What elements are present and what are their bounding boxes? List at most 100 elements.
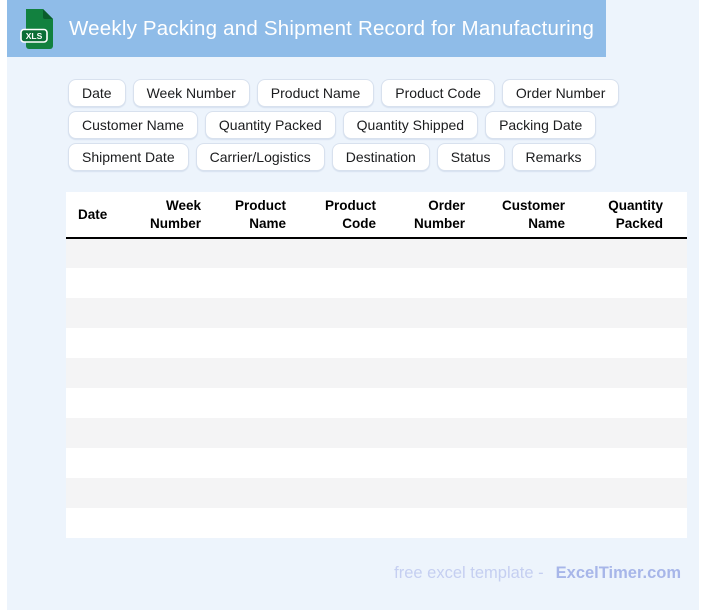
table-cell (126, 298, 211, 328)
chip-row-3: Shipment Date Carrier/Logistics Destinat… (68, 143, 619, 171)
table-cell (66, 418, 126, 448)
table-cell (66, 328, 126, 358)
table-row (66, 418, 687, 448)
table-row (66, 238, 687, 268)
table-cell (211, 508, 296, 538)
xls-file-icon: XLS (20, 8, 53, 49)
table-cell (66, 478, 126, 508)
table-cell (296, 448, 386, 478)
table-row (66, 448, 687, 478)
table-row (66, 478, 687, 508)
table-cell (66, 388, 126, 418)
table-cell (126, 238, 211, 268)
field-chip-status[interactable]: Status (436, 143, 505, 171)
field-chip-packing-date[interactable]: Packing Date (485, 111, 597, 139)
table-cell (386, 238, 475, 268)
table-cell (126, 358, 211, 388)
page-title: Weekly Packing and Shipment Record for M… (69, 16, 595, 40)
table-cell (296, 268, 386, 298)
footer-text: free excel template - (394, 564, 544, 582)
table-cell (296, 238, 386, 268)
table-cell (475, 298, 575, 328)
chip-row-2: Customer Name Quantity Packed Quantity S… (68, 111, 619, 139)
table-cell (296, 358, 386, 388)
field-chip-remarks[interactable]: Remarks (511, 143, 596, 171)
table-cell (211, 268, 296, 298)
table-cell (386, 418, 475, 448)
table-cell (126, 508, 211, 538)
table-cell (575, 298, 687, 328)
table-cell (475, 418, 575, 448)
table-cell (126, 478, 211, 508)
table-cell (475, 448, 575, 478)
table-cell (575, 268, 687, 298)
table-body (66, 238, 687, 538)
field-chip-product-name[interactable]: Product Name (256, 79, 375, 107)
field-chip-date[interactable]: Date (68, 79, 126, 107)
table-cell (296, 328, 386, 358)
table-row (66, 388, 687, 418)
table-cell (386, 298, 475, 328)
chip-row-1: Date Week Number Product Name Product Co… (68, 79, 620, 107)
table-cell (126, 328, 211, 358)
table-cell (386, 268, 475, 298)
table-cell (386, 328, 475, 358)
table-row (66, 328, 687, 358)
table-cell (575, 448, 687, 478)
table-cell (575, 388, 687, 418)
field-chip-shipment-date[interactable]: Shipment Date (68, 143, 189, 171)
field-chip-carrier-logistics[interactable]: Carrier/Logistics (195, 143, 325, 171)
table-cell (386, 388, 475, 418)
table-cell (211, 238, 296, 268)
column-header-week-number: Week Number (126, 192, 211, 239)
field-chip-product-code[interactable]: Product Code (381, 79, 495, 107)
table-cell (386, 358, 475, 388)
table-cell (296, 508, 386, 538)
record-table: Date Week Number Product Name Product Co… (66, 192, 687, 538)
footer-credit: free excel template - ExcelTimer.com (394, 564, 681, 583)
table-cell (296, 478, 386, 508)
table-cell (575, 358, 687, 388)
table-cell (386, 448, 475, 478)
footer-brand-link[interactable]: ExcelTimer.com (555, 564, 681, 582)
table-cell (211, 448, 296, 478)
table-cell (211, 298, 296, 328)
table-cell (475, 328, 575, 358)
table-cell (475, 388, 575, 418)
table-cell (66, 298, 126, 328)
field-chip-destination[interactable]: Destination (331, 143, 430, 171)
field-chip-group: Date Week Number Product Name Product Co… (68, 79, 620, 171)
table-row (66, 298, 687, 328)
table-cell (211, 418, 296, 448)
table-cell (66, 238, 126, 268)
column-header-product-code: Product Code (296, 192, 386, 239)
table-cell (126, 388, 211, 418)
field-chip-order-number[interactable]: Order Number (501, 79, 620, 107)
table-row (66, 508, 687, 538)
title-bar: XLS Weekly Packing and Shipment Record f… (7, 0, 606, 57)
column-header-customer-name: Customer Name (475, 192, 575, 239)
table-cell (386, 508, 475, 538)
table-cell (575, 328, 687, 358)
table-cell (296, 418, 386, 448)
table-cell (66, 268, 126, 298)
column-header-order-number: Order Number (386, 192, 475, 239)
field-chip-quantity-shipped[interactable]: Quantity Shipped (342, 111, 479, 139)
table-cell (66, 448, 126, 478)
table-cell (475, 478, 575, 508)
field-chip-week-number[interactable]: Week Number (132, 79, 250, 107)
field-chip-quantity-packed[interactable]: Quantity Packed (204, 111, 336, 139)
table-cell (475, 508, 575, 538)
column-header-date: Date (66, 192, 126, 239)
table-cell (211, 388, 296, 418)
field-chip-customer-name[interactable]: Customer Name (68, 111, 198, 139)
table-header: Date Week Number Product Name Product Co… (66, 192, 687, 239)
table-cell (211, 328, 296, 358)
table-cell (475, 238, 575, 268)
table-cell (126, 418, 211, 448)
xls-icon-label: XLS (26, 31, 43, 41)
table-cell (386, 478, 475, 508)
table-cell (66, 358, 126, 388)
table-cell (296, 388, 386, 418)
table-cell (66, 508, 126, 538)
